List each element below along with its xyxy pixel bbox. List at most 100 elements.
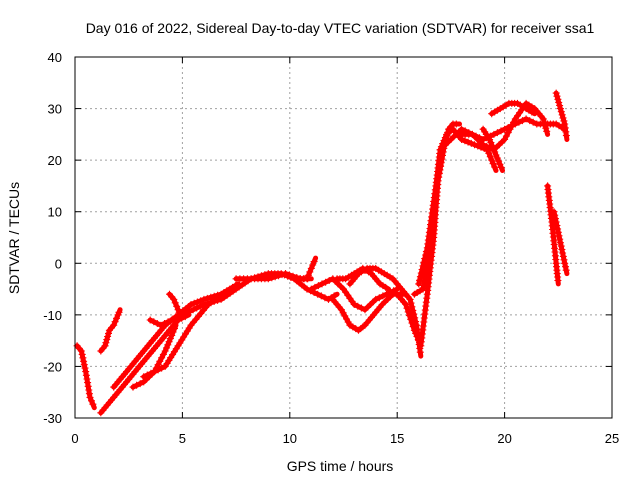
data-point-marker	[182, 309, 190, 317]
data-point-marker	[82, 371, 90, 379]
data-point-marker	[314, 290, 322, 298]
data-point-marker	[187, 301, 195, 308]
data-point-marker	[113, 314, 120, 322]
data-point-marker	[474, 142, 482, 150]
data-point-marker	[133, 381, 141, 389]
data-point-marker	[431, 186, 439, 194]
data-point-marker	[380, 270, 388, 278]
data-point-marker	[464, 138, 472, 146]
data-point-marker	[82, 368, 90, 376]
data-point-marker	[551, 215, 559, 223]
data-point-marker	[406, 312, 413, 320]
data-point-marker	[491, 163, 499, 171]
data-point-marker	[556, 105, 564, 113]
data-point-marker	[101, 342, 109, 350]
data-point-marker	[111, 318, 119, 326]
data-point-marker	[193, 304, 201, 312]
data-point-marker	[519, 103, 527, 111]
y-tick-label: -10	[43, 308, 62, 323]
data-point-marker	[147, 369, 155, 377]
data-point-marker	[322, 278, 330, 286]
data-point-marker	[409, 306, 417, 314]
data-point-marker	[555, 98, 563, 106]
data-point-marker	[417, 269, 425, 277]
data-point-marker	[161, 320, 168, 327]
data-point-marker	[559, 252, 567, 260]
data-point-marker	[77, 347, 85, 355]
data-point-marker	[471, 141, 478, 149]
data-point-marker	[349, 323, 357, 331]
data-point-marker	[171, 299, 179, 307]
x-tick-label: 15	[390, 431, 404, 446]
data-point-marker	[502, 101, 510, 109]
data-point-marker	[84, 382, 92, 390]
data-point-marker	[402, 301, 410, 308]
y-tick-label: 20	[48, 153, 62, 168]
data-point-marker	[314, 282, 322, 290]
data-point-marker	[317, 292, 325, 300]
data-point-marker	[78, 350, 86, 358]
data-point-marker	[429, 205, 437, 213]
x-tick-label: 20	[497, 431, 511, 446]
data-point-marker	[129, 383, 137, 391]
data-point-marker	[257, 272, 265, 280]
data-point-marker	[318, 280, 326, 288]
data-point-marker	[377, 268, 385, 276]
data-point-marker	[354, 302, 362, 310]
data-point-marker	[85, 386, 93, 394]
data-point-marker	[467, 139, 475, 147]
x-axis-label: GPS time / hours	[287, 458, 394, 474]
data-point-marker	[146, 316, 154, 324]
data-point-marker	[461, 137, 469, 145]
data-point-marker	[543, 127, 551, 135]
data-point-marker	[557, 108, 565, 116]
data-point-marker	[430, 197, 438, 205]
data-point-marker	[115, 308, 123, 316]
data-point-marker	[528, 108, 536, 116]
data-point-marker	[415, 280, 423, 288]
data-point-marker	[285, 271, 293, 279]
data-point-marker	[497, 163, 505, 171]
data-point-marker	[539, 115, 547, 123]
data-point-marker	[375, 294, 383, 302]
data-point-marker	[495, 157, 503, 165]
data-point-marker	[153, 320, 161, 327]
data-point-marker	[420, 281, 428, 289]
data-point-marker	[556, 235, 564, 243]
data-point-marker	[85, 390, 93, 398]
data-point-marker	[80, 361, 88, 369]
data-point-marker	[337, 306, 345, 314]
data-point-marker	[171, 314, 179, 322]
data-point-marker	[420, 258, 428, 266]
data-point-marker	[554, 225, 562, 233]
data-point-marker	[556, 102, 564, 109]
data-point-marker	[203, 300, 211, 307]
y-tick-label: 40	[48, 50, 62, 65]
data-point-marker	[357, 304, 365, 312]
y-tick-label: 0	[55, 256, 62, 271]
data-point-marker	[542, 124, 550, 132]
data-point-marker	[562, 263, 569, 271]
data-series	[73, 89, 570, 417]
data-point-marker	[83, 375, 91, 383]
data-point-marker	[558, 111, 566, 119]
data-point-marker	[540, 118, 548, 126]
data-point-marker	[526, 117, 534, 125]
data-point-marker	[551, 211, 559, 219]
data-point-marker	[416, 273, 424, 281]
data-point-marker	[496, 160, 504, 168]
data-point-marker	[422, 247, 430, 255]
data-point-marker	[169, 328, 177, 336]
data-point-marker	[86, 393, 94, 401]
data-point-marker	[140, 373, 148, 381]
data-point-marker	[406, 295, 414, 303]
data-point-marker	[309, 261, 317, 269]
data-point-marker	[488, 142, 496, 150]
data-point-marker	[355, 270, 362, 278]
data-point-marker	[164, 318, 172, 326]
data-point-marker	[168, 316, 176, 324]
data-point-marker	[339, 309, 347, 317]
y-tick-label: 30	[48, 102, 62, 117]
x-tick-label: 0	[71, 431, 78, 446]
